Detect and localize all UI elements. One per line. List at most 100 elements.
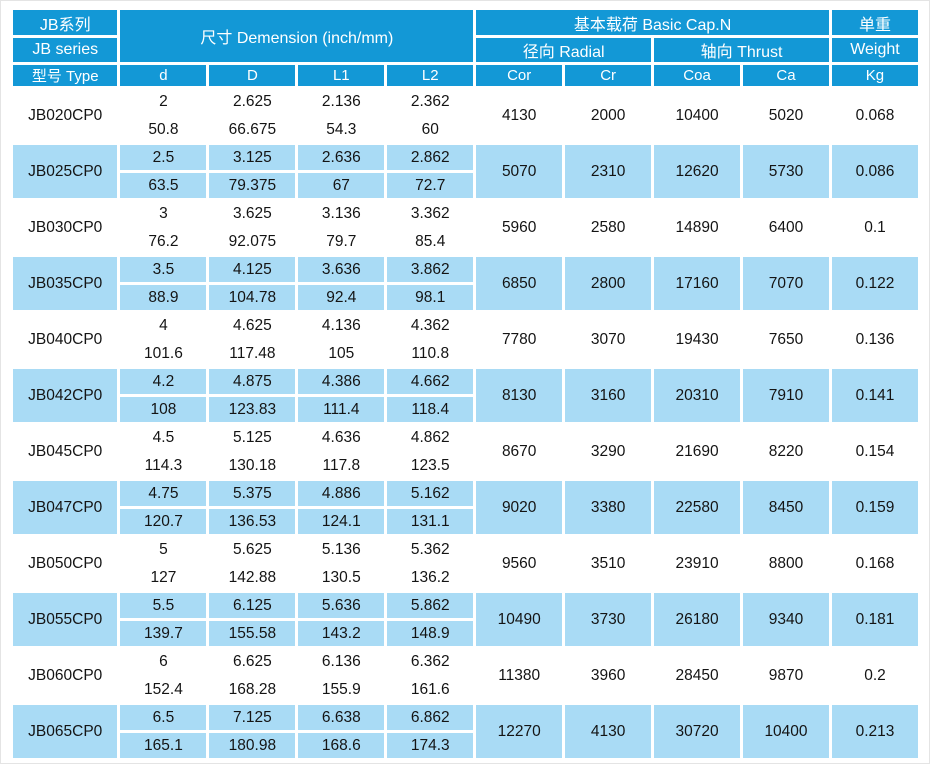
header-thrust: 轴向 Thrust <box>654 38 829 62</box>
D-mm-cell: 180.98 <box>209 733 296 758</box>
table-row-mm: 88.9 104.78 92.4 98.1 <box>13 285 918 310</box>
cr-cell: 3160 <box>565 369 652 422</box>
cr-cell: 3960 <box>565 649 652 702</box>
table-row: JB030CP0 3 3.625 3.136 3.362 5960 2580 1… <box>13 201 918 254</box>
D-mm-cell: 155.58 <box>209 621 296 646</box>
L2-mm-cell: 123.5 <box>387 453 474 478</box>
coa-cell: 12620 <box>654 145 741 198</box>
table-header: JB系列 尺寸 Demension (inch/mm) 基本载荷 Basic C… <box>13 10 918 86</box>
L2-mm-cell: 136.2 <box>387 565 474 590</box>
model-cell: JB050CP0 <box>13 537 118 590</box>
L2-mm-cell: 148.9 <box>387 621 474 646</box>
model-cell: JB060CP0 <box>13 649 118 702</box>
d-inch-cell: 4.2 <box>120 369 207 394</box>
d-mm-cell: 139.7 <box>120 621 207 646</box>
ca-cell: 9870 <box>743 649 829 702</box>
L2-mm-cell: 60 <box>387 117 474 142</box>
header-col-D: D <box>209 65 296 86</box>
cor-cell: 6850 <box>476 257 563 310</box>
L2-mm-cell: 98.1 <box>387 285 474 310</box>
L1-inch-cell: 4.636 <box>298 425 385 450</box>
D-inch-cell: 5.375 <box>209 481 296 506</box>
table-row: JB040CP0 4 4.625 4.136 4.362 7780 3070 1… <box>13 313 918 366</box>
ca-cell: 9340 <box>743 593 829 646</box>
d-inch-cell: 2 <box>120 89 207 114</box>
cr-cell: 2800 <box>565 257 652 310</box>
header-weight-en: Weight <box>831 38 918 62</box>
d-inch-cell: 4.75 <box>120 481 207 506</box>
D-inch-cell: 2.625 <box>209 89 296 114</box>
header-col-kg: Kg <box>831 65 918 86</box>
L1-mm-cell: 105 <box>298 341 385 366</box>
L1-inch-cell: 6.136 <box>298 649 385 674</box>
L1-inch-cell: 5.636 <box>298 593 385 618</box>
L1-mm-cell: 117.8 <box>298 453 385 478</box>
kg-cell: 0.181 <box>831 593 918 646</box>
L2-inch-cell: 3.862 <box>387 257 474 282</box>
D-mm-cell: 142.88 <box>209 565 296 590</box>
D-mm-cell: 66.675 <box>209 117 296 142</box>
table-row: JB035CP0 3.5 4.125 3.636 3.862 6850 2800… <box>13 257 918 310</box>
ca-cell: 5020 <box>743 89 829 142</box>
L1-mm-cell: 92.4 <box>298 285 385 310</box>
cor-cell: 10490 <box>476 593 563 646</box>
L1-mm-cell: 111.4 <box>298 397 385 422</box>
L2-inch-cell: 5.162 <box>387 481 474 506</box>
L2-mm-cell: 118.4 <box>387 397 474 422</box>
table-row-mm: 139.7 155.58 143.2 148.9 <box>13 621 918 646</box>
L2-mm-cell: 161.6 <box>387 677 474 702</box>
ca-cell: 8450 <box>743 481 829 534</box>
model-cell: JB045CP0 <box>13 425 118 478</box>
table-row-mm: 114.3 130.18 117.8 123.5 <box>13 453 918 478</box>
table-row-mm: 120.7 136.53 124.1 131.1 <box>13 509 918 534</box>
D-inch-cell: 6.125 <box>209 593 296 618</box>
coa-cell: 22580 <box>654 481 741 534</box>
header-col-d: d <box>120 65 207 86</box>
kg-cell: 0.136 <box>831 313 918 366</box>
L1-mm-cell: 67 <box>298 173 385 198</box>
L2-inch-cell: 6.362 <box>387 649 474 674</box>
D-inch-cell: 4.625 <box>209 313 296 338</box>
d-mm-cell: 152.4 <box>120 677 207 702</box>
L2-inch-cell: 4.862 <box>387 425 474 450</box>
cr-cell: 3730 <box>565 593 652 646</box>
L2-mm-cell: 131.1 <box>387 509 474 534</box>
d-mm-cell: 76.2 <box>120 229 207 254</box>
cor-cell: 8670 <box>476 425 563 478</box>
ca-cell: 7650 <box>743 313 829 366</box>
header-col-Ca: Ca <box>743 65 829 86</box>
d-mm-cell: 127 <box>120 565 207 590</box>
d-inch-cell: 3.5 <box>120 257 207 282</box>
D-mm-cell: 136.53 <box>209 509 296 534</box>
header-series-en: JB series <box>13 38 118 62</box>
L1-inch-cell: 4.886 <box>298 481 385 506</box>
D-inch-cell: 3.125 <box>209 145 296 170</box>
table-row-mm: 152.4 168.28 155.9 161.6 <box>13 677 918 702</box>
cr-cell: 2000 <box>565 89 652 142</box>
coa-cell: 14890 <box>654 201 741 254</box>
kg-cell: 0.159 <box>831 481 918 534</box>
ca-cell: 5730 <box>743 145 829 198</box>
cr-cell: 3510 <box>565 537 652 590</box>
D-inch-cell: 4.875 <box>209 369 296 394</box>
kg-cell: 0.1 <box>831 201 918 254</box>
D-mm-cell: 92.075 <box>209 229 296 254</box>
L2-inch-cell: 2.362 <box>387 89 474 114</box>
d-mm-cell: 50.8 <box>120 117 207 142</box>
coa-cell: 21690 <box>654 425 741 478</box>
L2-inch-cell: 2.862 <box>387 145 474 170</box>
d-mm-cell: 114.3 <box>120 453 207 478</box>
L2-inch-cell: 4.662 <box>387 369 474 394</box>
L1-mm-cell: 130.5 <box>298 565 385 590</box>
L2-mm-cell: 72.7 <box>387 173 474 198</box>
L2-inch-cell: 5.862 <box>387 593 474 618</box>
cor-cell: 11380 <box>476 649 563 702</box>
d-inch-cell: 5.5 <box>120 593 207 618</box>
d-inch-cell: 6 <box>120 649 207 674</box>
cr-cell: 3290 <box>565 425 652 478</box>
model-cell: JB047CP0 <box>13 481 118 534</box>
d-inch-cell: 6.5 <box>120 705 207 730</box>
kg-cell: 0.213 <box>831 705 918 758</box>
header-col-Cor: Cor <box>476 65 563 86</box>
table-row: JB050CP0 5 5.625 5.136 5.362 9560 3510 2… <box>13 537 918 590</box>
